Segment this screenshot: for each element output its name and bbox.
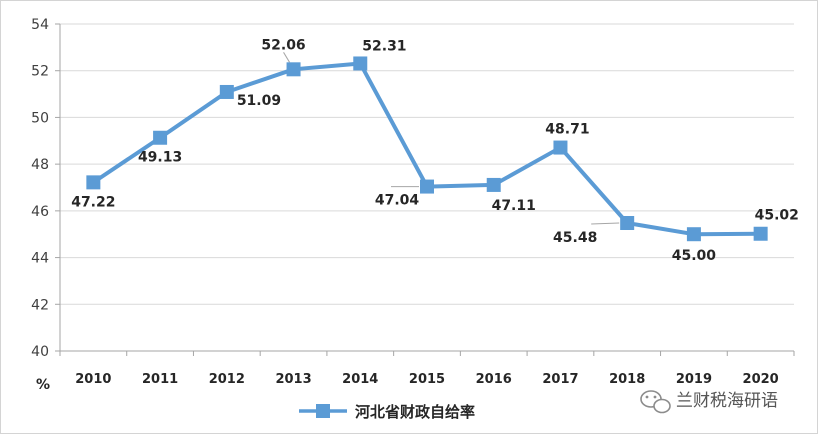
data-point	[553, 140, 568, 155]
x-tick-label: 2013	[275, 372, 311, 387]
data-label: 48.71	[545, 122, 589, 138]
watermark: 兰财税海研语	[640, 390, 778, 414]
y-tick-label: 40	[31, 344, 49, 360]
watermark-text: 兰财税海研语	[676, 391, 778, 411]
leader-line	[591, 222, 620, 225]
x-tick-label: 2018	[609, 372, 645, 387]
legend-marker	[316, 404, 330, 418]
x-tick-label: 2014	[342, 372, 378, 387]
data-point	[620, 216, 635, 231]
x-tick-label: 2017	[542, 372, 578, 387]
x-tick-label: 2019	[676, 372, 712, 387]
data-label: 52.31	[362, 38, 406, 54]
data-point	[86, 175, 101, 190]
wechat-icon	[640, 390, 671, 414]
data-label: 45.02	[755, 208, 799, 224]
legend: 河北省财政自给率	[299, 403, 475, 421]
data-label: 52.06	[261, 37, 305, 53]
series-line	[91, 61, 763, 237]
x-tick-label: 2011	[142, 372, 178, 387]
data-labels: 47.22 49.13 51.09 52.06 52.31 47.04 47.11 48.71…	[71, 37, 799, 264]
data-label: 49.13	[138, 150, 182, 166]
legend-entry: 河北省财政自给率	[355, 403, 475, 421]
data-point	[153, 130, 168, 145]
data-label: 47.11	[492, 198, 536, 214]
axes	[55, 23, 795, 356]
y-tick-label: 54	[31, 17, 49, 33]
label-leader-lines	[283, 52, 620, 225]
data-point	[286, 62, 301, 77]
data-label: 47.22	[71, 194, 115, 210]
data-point	[686, 227, 701, 242]
y-tick-label: 46	[31, 204, 49, 220]
y-tick-label: 44	[31, 251, 49, 267]
x-tick-label: 2015	[409, 372, 445, 387]
y-axis-label: %	[36, 377, 50, 393]
series-line-path	[91, 61, 763, 237]
data-point	[486, 177, 501, 192]
y-tick-label: 42	[31, 297, 49, 313]
data-point	[420, 179, 434, 194]
leader-line	[283, 52, 290, 63]
x-tick-label: 2010	[75, 372, 111, 387]
x-tick-label: 2016	[476, 372, 512, 387]
x-tick-labels: 2010 2011 2012 2013 2014 2015 2016 2017 2018 2019…	[75, 372, 778, 387]
x-tick-label: 2012	[209, 372, 245, 387]
data-label: 45.48	[553, 230, 597, 246]
data-label: 47.04	[375, 193, 420, 209]
y-tick-label: 52	[31, 64, 49, 80]
data-point	[753, 226, 768, 241]
data-label: 51.09	[237, 93, 281, 109]
x-tick-label: 2020	[743, 372, 779, 387]
y-tick-labels: 40 42 44 46 48 50 52 54	[31, 17, 49, 360]
y-tick-label: 50	[31, 110, 49, 126]
data-point	[219, 84, 234, 99]
gridlines	[60, 23, 794, 305]
data-label: 45.00	[672, 248, 717, 264]
data-point	[353, 56, 368, 71]
y-tick-label: 48	[31, 157, 49, 173]
data-markers	[86, 56, 768, 242]
